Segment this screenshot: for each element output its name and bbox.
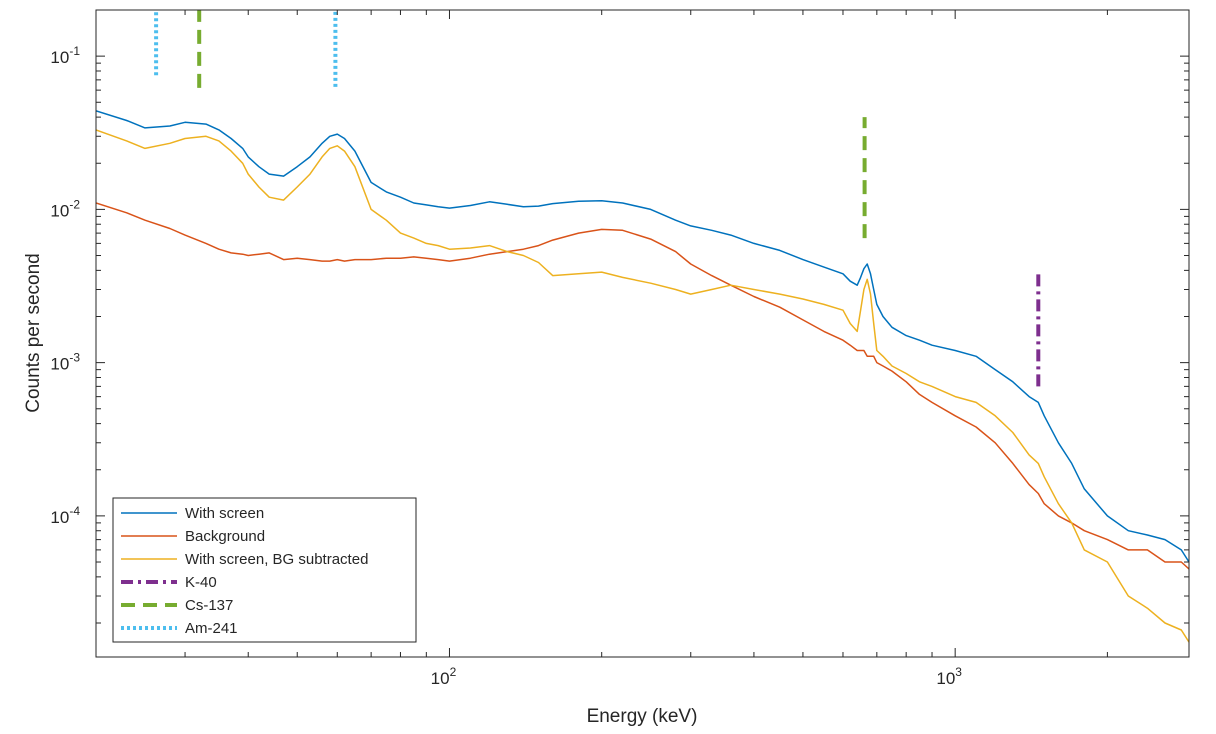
x-tick-label: 103 <box>936 665 962 688</box>
y-axis-label: Counts per second <box>23 253 44 413</box>
legend-label: Am-241 <box>185 620 238 637</box>
legend-label: K-40 <box>185 574 217 591</box>
y-tick-label: 10-3 <box>50 351 80 374</box>
legend: With screen Background With screen, BG sub… <box>112 497 417 643</box>
plot-frame <box>95 9 1190 658</box>
series-line-with-screen-bg-subtracted-2 <box>96 129 1189 643</box>
series-line-background-1 <box>96 202 1189 570</box>
y-tick-label: 10-1 <box>50 44 80 67</box>
legend-box <box>112 497 417 643</box>
series-layer <box>96 10 1189 643</box>
x-tick-label: 102 <box>431 665 457 688</box>
y-tick-label: 10-2 <box>50 197 80 220</box>
legend-label: Cs-137 <box>185 597 233 614</box>
tick-layer: 102 103 10-1 10-2 10-3 10-4 <box>50 9 1189 688</box>
series-line-with-screen-0 <box>96 110 1189 563</box>
legend-label: With screen <box>185 505 264 522</box>
legend-label: Background <box>185 528 265 545</box>
x-axis-label: Energy (keV) <box>587 706 698 727</box>
legend-label: With screen, BG subtracted <box>185 551 368 568</box>
y-tick-label: 10-4 <box>50 504 80 527</box>
